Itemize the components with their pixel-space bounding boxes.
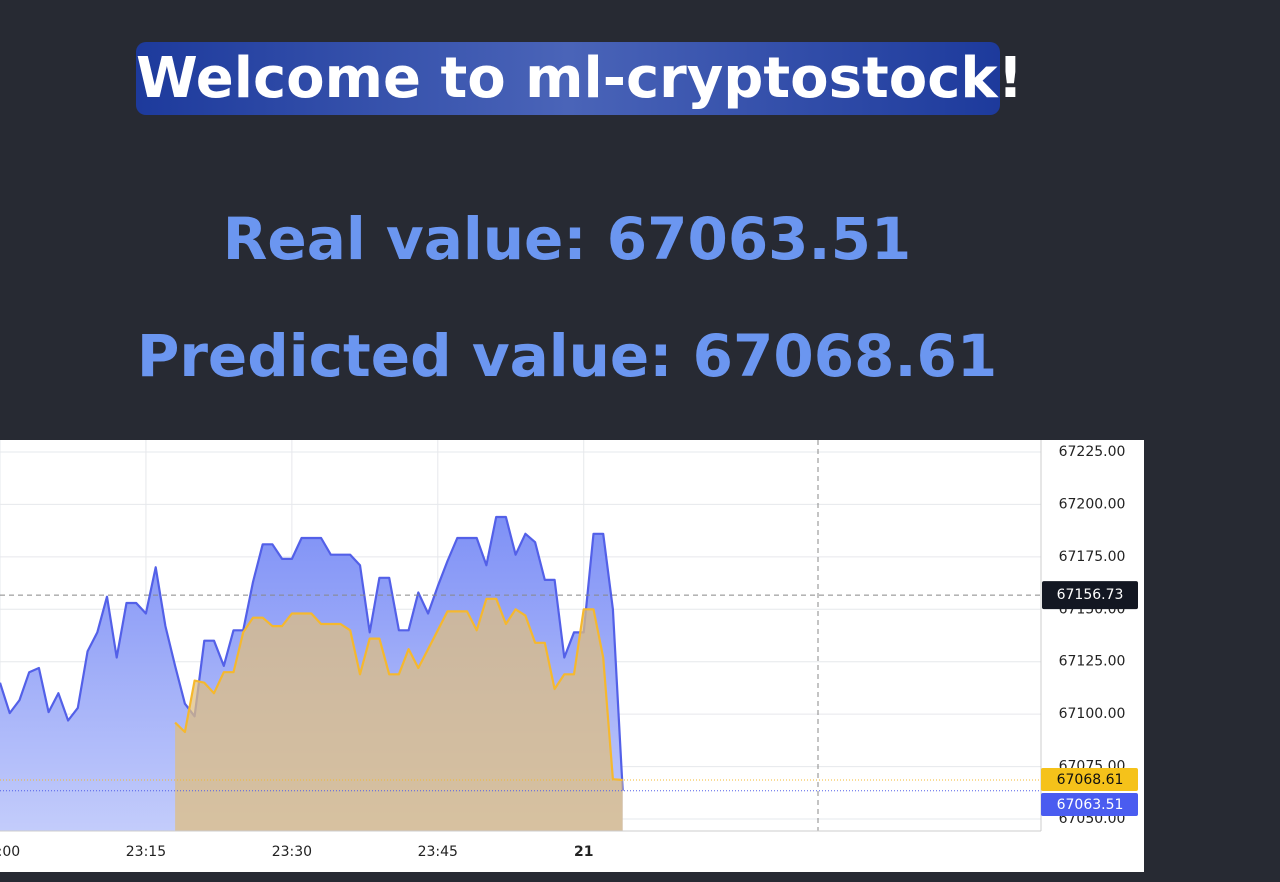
title-banner: Welcome to ml-cryptostock! (136, 42, 1023, 115)
crosshair-box (1042, 581, 1138, 610)
x-tick-label: 21 (574, 844, 593, 860)
crosshair-label: 67156.73 (1057, 587, 1124, 603)
x-tick-label: 23:30 (272, 844, 312, 860)
y-tick-label: 67200.00 (1059, 496, 1126, 512)
x-tick-label: 23:00 (0, 844, 20, 860)
x-tick-label: 23:45 (418, 844, 458, 860)
last-value-box (1041, 768, 1138, 792)
last-value-box (1041, 793, 1138, 817)
last-value-label: 67068.61 (1057, 772, 1124, 788)
x-tick-label: 23:15 (126, 844, 166, 860)
real-value: Real value: 67063.51 (222, 205, 912, 273)
y-tick-label: 67225.00 (1059, 444, 1126, 460)
y-tick-label: 67175.00 (1059, 549, 1126, 565)
y-tick-label: 67100.00 (1059, 706, 1126, 722)
last-value-label: 67063.51 (1057, 797, 1124, 813)
predicted-value: Predicted value: 67068.61 (136, 322, 998, 390)
y-tick-label: 67125.00 (1059, 654, 1126, 670)
series-line (0, 515, 624, 791)
series-line (174, 597, 623, 782)
area-fill (175, 598, 623, 831)
